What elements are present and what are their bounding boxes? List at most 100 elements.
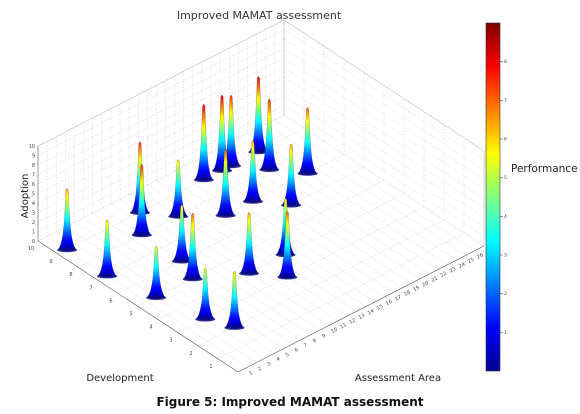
grid-line <box>265 124 466 256</box>
peak-base <box>57 247 78 253</box>
z-tick-label: 2 <box>32 220 35 226</box>
surface-peaks <box>57 76 318 330</box>
grid-line <box>37 48 285 175</box>
grid-line <box>283 48 485 180</box>
peak-18 <box>281 143 301 207</box>
grid-line <box>210 152 412 284</box>
y-axis-line <box>37 240 239 373</box>
y-axis-label: Development <box>86 373 153 384</box>
grid-line <box>137 180 385 307</box>
y-tick-label: 1 <box>209 364 212 370</box>
peak-base <box>259 167 280 172</box>
z-tick-label: 3 <box>32 211 35 217</box>
colorbar: 1 2 3 4 5 6 7 8 Performance <box>485 22 578 372</box>
x-tick-label: 19 <box>412 285 420 293</box>
x-tick-label: 9 <box>321 333 327 340</box>
peak-10 <box>239 212 259 275</box>
grid-line <box>174 170 375 303</box>
grid-line <box>165 175 366 307</box>
z-axis-label: Adoption <box>20 174 31 219</box>
colorbar-tick-label: 4 <box>504 214 507 220</box>
x-tick-label: 12 <box>348 317 356 325</box>
colorbar-tick-label: 3 <box>504 253 507 259</box>
x-tick-label: 24 <box>458 261 466 269</box>
peak-6 <box>183 212 202 281</box>
grid-line <box>119 198 321 331</box>
z-tick-label: 6 <box>32 182 35 188</box>
x-tick-label: 15 <box>376 303 384 311</box>
peak-15 <box>194 104 214 182</box>
grid-line <box>183 166 384 298</box>
z-tick-label: 9 <box>32 154 35 160</box>
x-tick-label: 8 <box>312 338 318 345</box>
peak-base <box>215 213 236 218</box>
x-tick-label: 10 <box>330 327 338 335</box>
grid-line <box>37 86 285 213</box>
x-tick-label: 17 <box>394 294 402 302</box>
box-edge <box>37 19 285 147</box>
x-tick-label: 16 <box>385 299 393 307</box>
x-tick-label: 2 <box>257 366 263 373</box>
grid-line <box>283 29 485 161</box>
grid-line <box>247 133 448 265</box>
grid-line <box>283 114 485 247</box>
peak-base <box>224 325 245 330</box>
colorbar-tick-label: 2 <box>504 291 507 297</box>
grid-line <box>46 236 248 368</box>
x-tick-label: 22 <box>440 271 448 279</box>
colorbar-tick-label: 7 <box>504 98 507 104</box>
x-tick-label: 14 <box>367 308 375 316</box>
x-tick-label: 5 <box>285 352 291 359</box>
y-tick-label: 2 <box>189 351 192 357</box>
x-tick-label: 18 <box>403 289 411 297</box>
grid-line <box>92 212 293 345</box>
grid-line <box>37 105 285 232</box>
peak-base <box>239 271 260 276</box>
colorbar-tick-label: 8 <box>504 59 507 65</box>
grid-line <box>65 226 266 359</box>
peak-3 <box>146 245 166 299</box>
x-tick-label: 13 <box>358 313 366 321</box>
y-tick-label: 10 <box>28 246 34 252</box>
peak-base <box>182 276 203 282</box>
x-axis-label: Assessment Area <box>355 373 441 384</box>
grid-line <box>74 222 275 354</box>
grid-line <box>77 140 325 268</box>
x-tick-label: 20 <box>421 280 429 288</box>
peak-base <box>297 171 318 176</box>
x-axis-line <box>237 245 485 373</box>
colorbar-label: Performance <box>511 163 578 175</box>
x-tick-label: 1 <box>248 370 254 377</box>
x-tick-label: 25 <box>467 257 475 265</box>
x-tick-label: 11 <box>339 322 347 330</box>
grid-line <box>217 232 465 360</box>
peak-base <box>242 199 263 204</box>
z-tick-label: 1 <box>32 230 35 236</box>
grid-line <box>83 217 284 349</box>
z-tick-label: 5 <box>32 192 35 198</box>
grid-line <box>283 67 485 199</box>
peak-22 <box>298 107 317 175</box>
grid-line <box>283 105 485 237</box>
peak-2 <box>97 219 117 278</box>
x-tick-label: 6 <box>294 347 300 354</box>
y-tick-label: 8 <box>69 272 72 278</box>
peak-base <box>195 317 216 322</box>
y-tick-label: 4 <box>149 325 152 331</box>
y-tick-label: 5 <box>129 312 132 318</box>
x-tick-label: 7 <box>303 342 309 349</box>
grid-line <box>177 206 425 333</box>
grid-line <box>229 142 430 275</box>
peak-base <box>168 214 189 219</box>
y-tick-label: 6 <box>109 298 112 304</box>
peak-base <box>171 259 192 264</box>
peak-base <box>277 275 298 280</box>
y-tick-label: 7 <box>89 285 92 291</box>
grid-line <box>128 194 330 326</box>
grid-line <box>117 167 365 294</box>
grid-line <box>283 57 485 190</box>
peak-base <box>212 168 232 173</box>
axis-ticks: 1234567891011121314151617181920212223242… <box>28 144 494 377</box>
peak-5 <box>225 270 244 329</box>
